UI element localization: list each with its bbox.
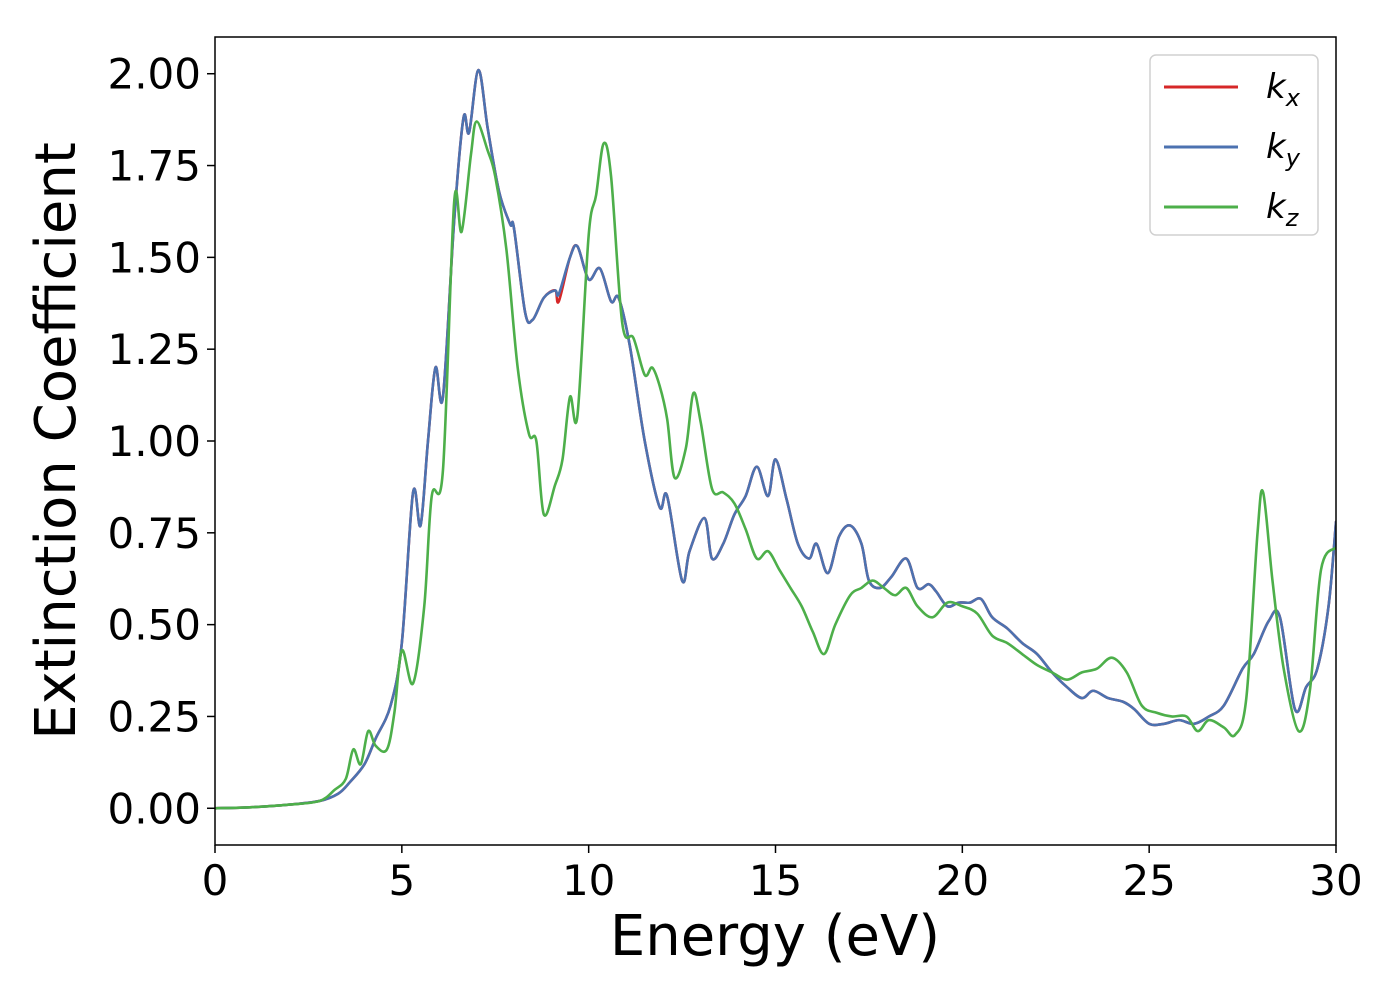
x-tick-label: 20: [936, 856, 989, 905]
x-tick-label: 30: [1309, 856, 1362, 905]
series-line-kz: [215, 120, 1336, 810]
series-layer: [215, 68, 1336, 810]
x-tick-label: 10: [562, 856, 615, 905]
y-axis-title: Extinction Coefficient: [24, 142, 89, 740]
legend-frame: [1149, 54, 1319, 236]
y-tick-label: 0.00: [107, 784, 201, 833]
y-tick-label: 2.00: [107, 50, 201, 99]
x-tick-label: 25: [1122, 856, 1175, 905]
legend-label-kz: kz: [1266, 187, 1300, 232]
y-tick-label: 0.75: [107, 509, 201, 558]
y-axis-ticks: 0.00 0.25 0.50 0.75 1.00 1.25 1.50 1.75 2.00: [107, 50, 215, 833]
y-tick-label: 1.25: [107, 325, 201, 374]
x-axis-title: Energy (eV): [610, 904, 940, 969]
x-tick-label: 5: [388, 856, 415, 905]
y-tick-label: 1.75: [107, 142, 201, 191]
x-tick-label: 0: [202, 856, 229, 905]
legend: kx ky kz: [1149, 54, 1319, 236]
y-tick-label: 1.50: [107, 233, 201, 282]
x-axis-ticks: 0 5 10 15 20 25 30: [202, 845, 1363, 905]
y-tick-label: 0.25: [107, 692, 201, 741]
legend-label-ky: ky: [1266, 127, 1301, 172]
y-tick-label: 1.00: [107, 417, 201, 466]
y-tick-label: 0.50: [107, 601, 201, 650]
x-tick-label: 15: [749, 856, 802, 905]
legend-label-kx: kx: [1266, 67, 1301, 112]
